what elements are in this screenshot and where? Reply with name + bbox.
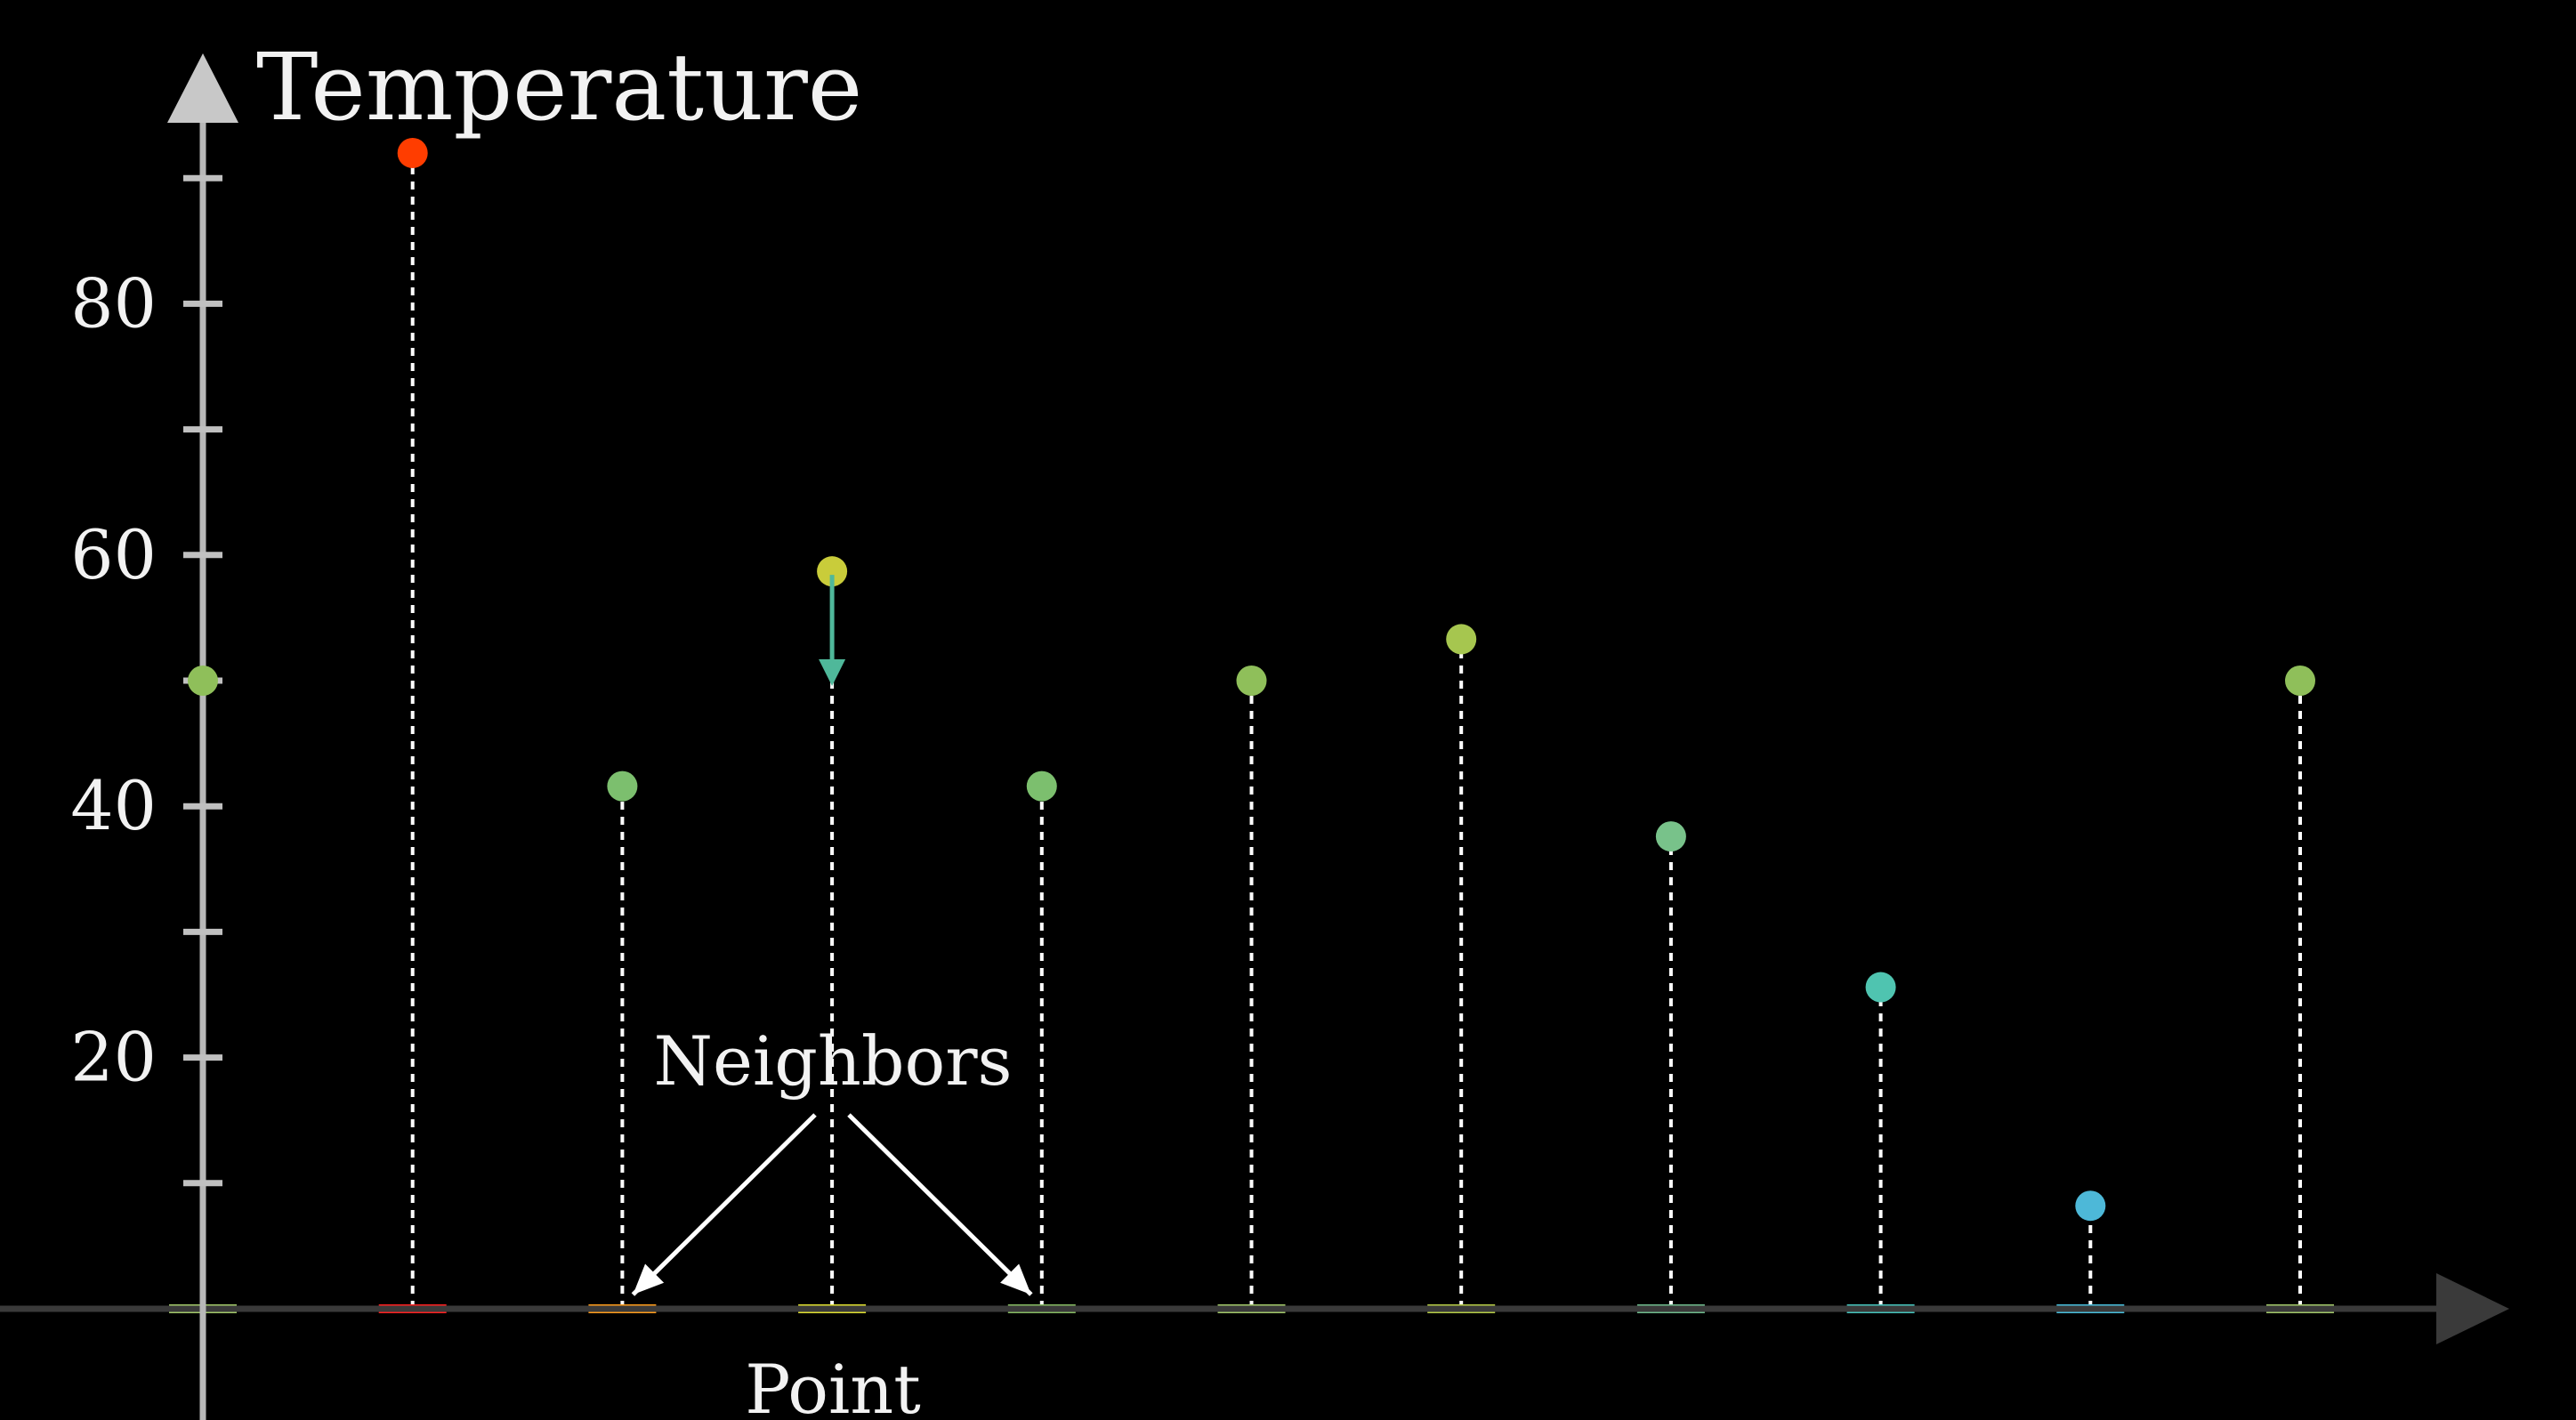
neighbor-arrow-head — [1000, 1263, 1031, 1295]
y-axis-title: Temperature — [256, 33, 862, 141]
data-point — [188, 666, 218, 696]
x-axis-title: Point — [745, 1350, 921, 1420]
data-point — [1655, 821, 1686, 852]
neighbor-arrow-head — [633, 1263, 665, 1295]
points-layer — [188, 137, 2315, 1222]
change-arrow-head — [819, 659, 846, 686]
neighbors-label: Neighbors — [653, 1021, 1012, 1101]
x-axis-arrowhead — [2436, 1273, 2509, 1344]
data-point — [1236, 666, 1267, 696]
data-point — [1446, 624, 1477, 655]
y-ticks-layer: 20 40 60 80 — [70, 174, 222, 1187]
data-point — [1865, 972, 1896, 1003]
stems-layer — [201, 152, 2302, 1309]
y-axis-arrowhead — [167, 53, 238, 123]
y-tick-label: 20 — [70, 1018, 157, 1097]
neighbor-arrow-line — [631, 1113, 817, 1296]
data-point — [2285, 666, 2315, 696]
y-tick-label: 80 — [70, 263, 157, 343]
data-point — [2075, 1190, 2106, 1222]
axes-layer: Temperature Point — [0, 33, 2509, 1420]
neighbor-arrow-line — [847, 1113, 1033, 1296]
data-point — [397, 137, 428, 168]
y-tick-label: 60 — [70, 515, 157, 594]
y-tick-label: 40 — [70, 766, 157, 845]
annotations-layer: Neighbors — [631, 575, 1033, 1296]
data-point — [1026, 771, 1057, 802]
data-point — [607, 771, 638, 802]
data-point — [817, 556, 848, 587]
